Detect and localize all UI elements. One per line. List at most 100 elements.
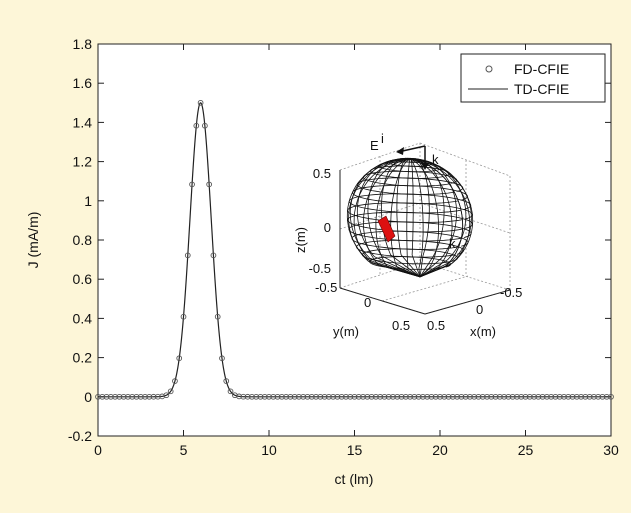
plot-area [97,43,612,437]
y-tick-label: 0.8 [73,232,93,248]
inset-x-tick: 0.5 [427,318,445,333]
series-marker-fd-cfie [330,393,336,400]
series-marker-fd-cfie [501,393,507,400]
y-tick-label: 0.2 [73,350,93,366]
series-marker-fd-cfie [471,393,478,400]
series-marker-fd-cfie [360,393,366,400]
series-marker-fd-cfie [373,393,379,400]
series-marker-fd-cfie [445,393,452,400]
inset-k-arrowhead [421,163,429,170]
legend-marker-fd-cfie [485,65,493,73]
series-marker-fd-cfie [214,313,221,320]
inset-sphere-mesh [346,157,474,278]
inset-y-tick: 0 [364,295,371,310]
series-marker-fd-cfie [454,393,460,400]
legend: FD-CFIE TD-CFIE [460,53,606,103]
series-marker-fd-cfie [270,393,277,400]
inset-x-tick: 0 [476,302,483,317]
y-tick-label: 1.8 [73,36,93,52]
series-marker-fd-cfie [432,393,439,400]
series-marker-fd-cfie [449,393,456,400]
series-marker-fd-cfie [249,393,255,400]
series-marker-fd-cfie [505,393,512,400]
series-marker-fd-cfie [261,393,268,400]
series-marker-fd-cfie [368,393,375,400]
inset-z-tick: 0 [324,220,331,235]
series-marker-fd-cfie [351,393,358,400]
series-marker-fd-cfie [411,393,418,400]
inset-y-tick: 0.5 [392,318,410,333]
x-tick-label: 20 [432,442,448,458]
y-tick-label: 0 [84,389,92,405]
series-marker-fd-cfie [428,393,435,400]
series-marker-fd-cfie [257,393,264,400]
series-marker-fd-cfie [206,181,213,188]
series-marker-fd-cfie [415,393,422,400]
series-marker-fd-cfie [150,393,157,400]
series-marker-fd-cfie [308,393,315,400]
series-marker-fd-cfie [107,393,114,400]
series-marker-fd-cfie [518,393,525,400]
x-tick-label: 15 [347,442,363,458]
mesh-latitude [369,256,451,270]
series-marker-fd-cfie [462,393,469,400]
mesh-longitude [367,158,421,278]
inset-red-patch [377,215,396,243]
series-marker-fd-cfie [240,393,247,400]
series-marker-fd-cfie [578,393,584,400]
series-marker-fd-cfie [526,393,533,400]
mesh-longitude [353,158,421,278]
series-marker-fd-cfie [377,393,384,400]
series-marker-fd-cfie [424,393,431,400]
series-marker-fd-cfie [125,393,131,400]
series-marker-fd-cfie [313,393,319,400]
series-marker-fd-cfie [287,393,294,400]
x-axis-ticks: 0 5 10 15 20 25 30 [94,44,619,458]
series-marker-fd-cfie [283,393,289,400]
inset-k-side-label: k [449,236,456,251]
series-marker-fd-cfie [548,393,555,400]
mesh-longitude [362,158,421,278]
series-marker-fd-cfie [539,393,546,400]
series-marker-fd-cfie [488,393,495,400]
inset-z-tick: -0.5 [309,261,331,276]
series-marker-fd-cfie [531,393,537,400]
series-marker-fd-cfie [155,393,161,400]
x-tick-label: 0 [94,442,102,458]
series-marker-fd-cfie [163,392,170,399]
mesh-longitude [409,158,474,278]
series-marker-fd-cfie [479,393,486,400]
inset-z-label: z(m) [293,227,308,253]
series-marker-fd-cfie [326,393,332,400]
series-marker-fd-cfie [296,393,302,400]
mesh-longitude [396,157,421,278]
inset-3d-plot: E i k k 0.5 0 -0.5 z(m) -0.5 0 0.5 y(m) … [293,131,522,339]
series-marker-fd-cfie [95,393,101,400]
series-marker-fd-cfie [364,393,371,400]
series-marker-fd-cfie [608,393,614,400]
y-tick-label: 0.4 [73,310,93,326]
legend-label-td-cfie: TD-CFIE [514,81,569,97]
series-marker-fd-cfie [420,393,426,400]
inset-y-label: y(m) [333,324,359,339]
series-marker-fd-cfie [552,393,559,400]
series-marker-fd-cfie [133,393,140,400]
series-marker-fd-cfie [189,181,195,188]
x-tick-label: 25 [518,442,534,458]
x-tick-label: 5 [180,442,188,458]
inset-k-top-label: k [432,152,439,167]
series-marker-fd-cfie [266,393,272,400]
series-marker-fd-cfie [475,393,482,400]
series-marker-fd-cfie [210,252,217,259]
series-marker-fd-cfie [599,393,606,400]
series-marker-fd-cfie [184,252,191,259]
series-marker-fd-cfie [304,393,311,400]
series-marker-fd-cfie [129,393,136,400]
series-marker-fd-cfie [99,393,106,400]
series-marker-fd-cfie [347,393,354,400]
mesh-longitude [409,158,471,278]
x-tick-label: 30 [603,442,619,458]
y-tick-label: 1.2 [73,154,93,170]
series-marker-fd-cfie [338,393,345,400]
legend-box [460,53,606,103]
